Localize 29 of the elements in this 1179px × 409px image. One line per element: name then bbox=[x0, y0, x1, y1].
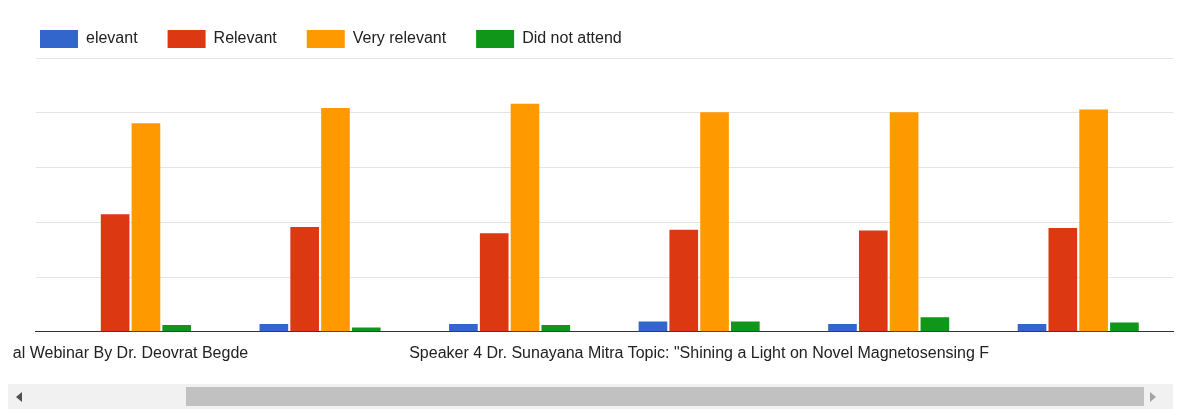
bar bbox=[1079, 109, 1108, 332]
legend-label: Relevant bbox=[213, 29, 278, 47]
bar bbox=[669, 229, 699, 332]
x-tick-label: al Webinar By Dr. Deovrat Begde bbox=[12, 343, 249, 361]
bar bbox=[731, 321, 760, 332]
bar bbox=[259, 324, 289, 332]
bar bbox=[1110, 322, 1139, 332]
bar bbox=[1017, 324, 1047, 332]
legend-label: elevant bbox=[86, 29, 139, 47]
bar bbox=[1048, 227, 1078, 332]
bar bbox=[321, 107, 350, 332]
bar bbox=[638, 321, 668, 332]
bar bbox=[889, 112, 919, 332]
x-tick-label: Speaker 4 Dr. Sunayana Mitra Topic: "Shining a Light on Novel Magnetosensing F bbox=[409, 343, 990, 361]
bar bbox=[100, 214, 130, 332]
bar bbox=[290, 227, 319, 332]
legend-label: Did not attend bbox=[522, 29, 622, 47]
bar bbox=[700, 112, 729, 332]
bar bbox=[131, 123, 161, 332]
bar bbox=[510, 103, 540, 332]
bar bbox=[920, 317, 950, 332]
bar bbox=[858, 230, 888, 332]
bar bbox=[351, 327, 381, 332]
legend-label: Very relevant bbox=[352, 29, 447, 47]
bar bbox=[541, 324, 571, 332]
bar bbox=[828, 324, 857, 332]
bar bbox=[162, 324, 192, 332]
bar bbox=[479, 233, 509, 332]
bar bbox=[449, 324, 478, 332]
